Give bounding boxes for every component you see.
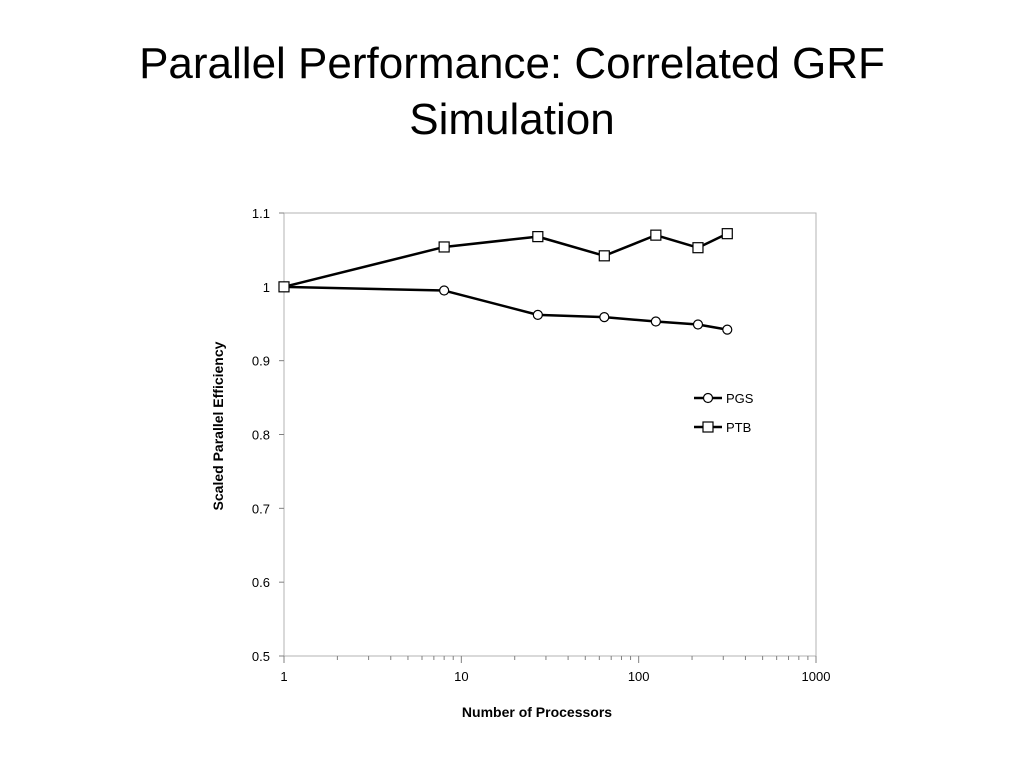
series-pgs-point (722, 324, 733, 335)
slide-title: Parallel Performance: Correlated GRF Sim… (139, 39, 885, 144)
x-tick-label: 1000 (802, 669, 831, 684)
y-tick-label: 0.8 (252, 428, 270, 443)
x-tick-label: 1 (280, 669, 287, 684)
series-ptb-point (598, 250, 610, 262)
x-tick-label: 100 (628, 669, 650, 684)
y-axis-title: Scaled Parallel Efficiency (210, 341, 226, 510)
series-pgs-point (439, 285, 450, 296)
y-tick-label: 1.1 (252, 206, 270, 221)
y-tick-label: 0.9 (252, 354, 270, 369)
legend-pgs-marker (702, 392, 714, 404)
series-pgs-point (650, 316, 661, 327)
series-ptb-point (532, 231, 544, 243)
series-pgs-point (692, 319, 704, 330)
y-tick-label: 1 (263, 280, 270, 295)
series-ptb-point (650, 229, 662, 241)
plot-area (283, 212, 817, 657)
x-tick-label: 10 (454, 669, 468, 684)
y-tick-label: 0.5 (252, 649, 270, 664)
series-pgs-point (599, 312, 610, 323)
y-tick-label: 0.6 (252, 575, 270, 590)
series-ptb-point (438, 241, 450, 253)
legend-ptb-marker (702, 421, 714, 433)
y-tick-label: 0.7 (252, 501, 270, 516)
legend-ptb-label: PTB (726, 420, 751, 435)
legend: PGS PTB (694, 391, 754, 435)
axes-layer: 0.5 0.6 0.7 0.8 0.9 1 1.1 1 10 100 1000 (252, 206, 831, 684)
series-ptb-point (278, 281, 290, 293)
series-pgs-point (532, 309, 543, 320)
legend-pgs-label: PGS (726, 391, 754, 406)
series-layer (278, 228, 733, 335)
x-axis-title: Number of Processors (462, 704, 612, 720)
series-ptb-point (721, 228, 733, 240)
series-ptb-point (692, 242, 704, 254)
